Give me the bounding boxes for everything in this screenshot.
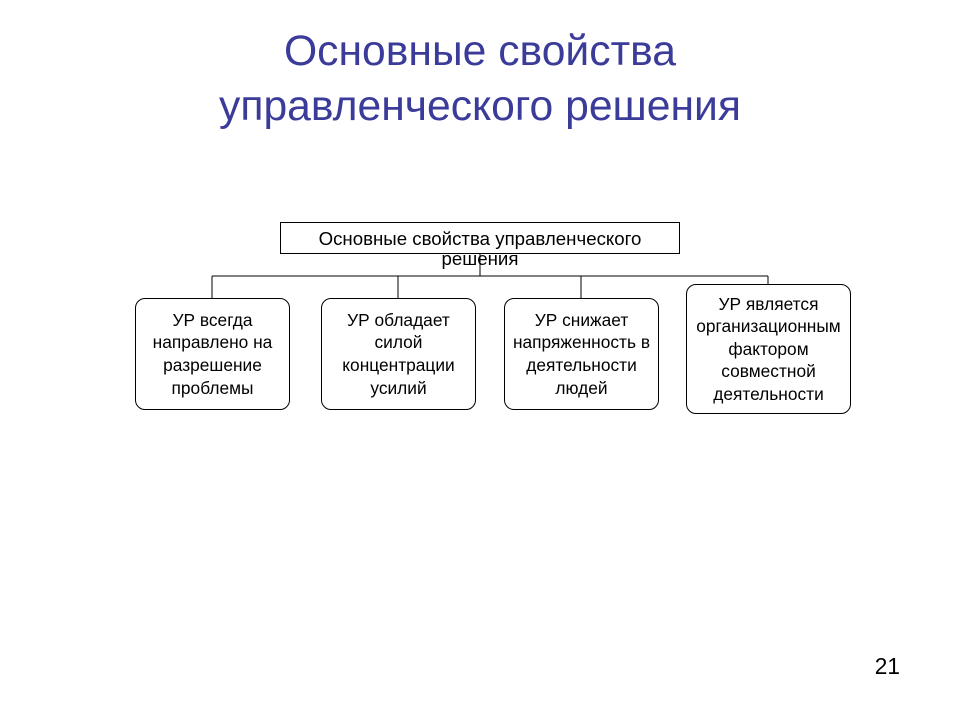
slide-title-line1: Основные свойства (284, 27, 676, 75)
tree-child-label-2: УР снижает напряженность в деятельности … (511, 309, 652, 399)
tree-child-box-1: УР обладает силой концентрации усилий (321, 298, 476, 410)
tree-child-box-3: УР является организационным фактором сов… (686, 284, 851, 414)
tree-child-label-0: УР всегда направлено на разрешение пробл… (142, 309, 283, 399)
tree-root-label: Основные свойства управленческого решени… (319, 228, 642, 269)
tree-root-box: Основные свойства управленческого решени… (280, 222, 680, 254)
slide-title: Основные свойства управленческого решени… (0, 0, 960, 135)
page-number: 21 (875, 653, 900, 680)
tree-child-box-0: УР всегда направлено на разрешение пробл… (135, 298, 290, 410)
slide-title-line2: управленческого решения (219, 82, 741, 130)
tree-child-label-1: УР обладает силой концентрации усилий (328, 309, 469, 399)
tree-child-box-2: УР снижает напряженность в деятельности … (504, 298, 659, 410)
tree-child-label-3: УР является организационным фактором сов… (693, 293, 844, 406)
